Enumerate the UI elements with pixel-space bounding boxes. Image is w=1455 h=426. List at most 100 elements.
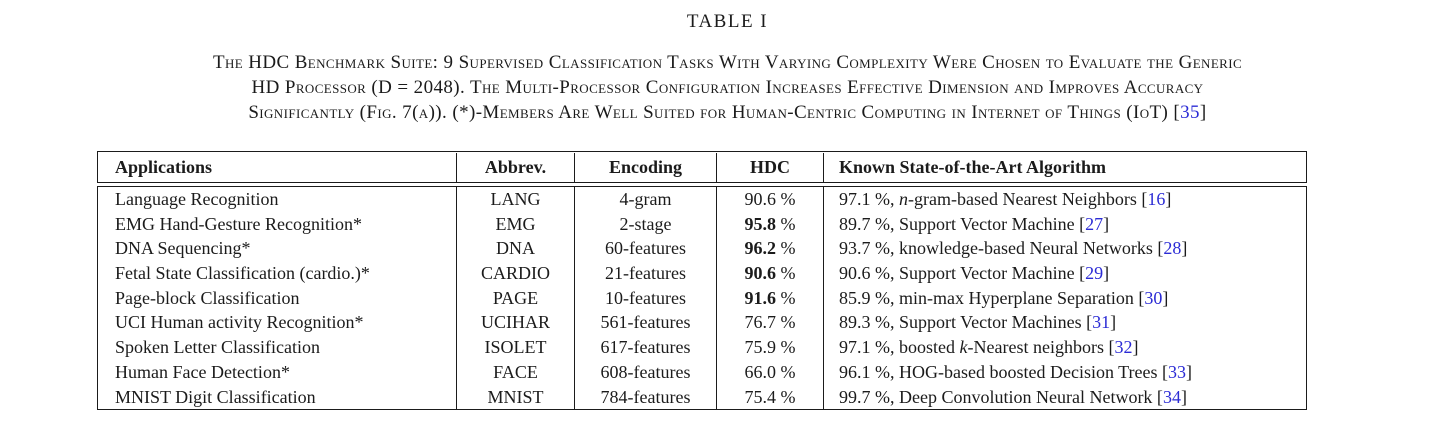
cell-abbrev: MNIST [456, 384, 574, 410]
caption-line-3: Significantly (Fig. 7(a)). (*)-Members A… [0, 100, 1455, 125]
hdc-value: 76.7 [744, 312, 777, 333]
header-hdc: HDC [716, 152, 823, 182]
cell-sota: 89.3 %, Support Vector Machines [31] [823, 310, 1308, 336]
cell-application: Human Face Detection* [115, 361, 290, 382]
cell-abbrev: FACE [456, 359, 574, 385]
sota-prefix: 93.7 %, knowledge-based Neural Networks … [839, 238, 1164, 259]
caption-citation-number[interactable]: 35 [1180, 102, 1200, 123]
cell-encoding: 4-gram [574, 187, 716, 212]
caption-line-2: HD Processor (D = 2048). The Multi-Proce… [251, 77, 1204, 98]
cell-application: Spoken Letter Classification [115, 337, 320, 358]
hdc-percent: % [776, 213, 796, 234]
sota-prefix: 97.1 %, [839, 189, 899, 209]
cell-hdc: 75.4 % [716, 384, 823, 410]
cell-encoding: 617-features [574, 335, 716, 360]
table-title: TABLE I [686, 11, 769, 32]
cell-encoding: 60-features [574, 236, 716, 262]
hdc-value: 75.4 [744, 386, 777, 407]
hdc-bold-value: 91.6 [744, 287, 777, 308]
caption-line-3-text: Significantly (Fig. 7(a)). (*)-Members A… [248, 102, 1181, 123]
table-body: Language Recognition LANG 4-gram 90.6 % … [97, 186, 1308, 411]
citation-number[interactable]: 34 [1162, 386, 1181, 407]
citation-number[interactable]: 32 [1114, 337, 1133, 358]
hdc-percent: % [776, 386, 796, 407]
sota-prefix: 90.6 %, Support Vector Machine [ [839, 263, 1086, 284]
hdc-value: 66.0 [744, 361, 777, 382]
sota-bracket: ] [1132, 337, 1139, 358]
hdc-value: 90.6 [744, 189, 777, 209]
cell-sota: 89.7 %, Support Vector Machine [27] [823, 211, 1308, 237]
cell-sota: 90.6 %, Support Vector Machine [29] [823, 261, 1308, 286]
hdc-percent: % [776, 312, 796, 333]
header-encoding: Encoding [574, 152, 716, 182]
sota-italic: k [959, 337, 968, 358]
citation-number[interactable]: 30 [1144, 287, 1163, 308]
cell-encoding: 784-features [574, 384, 716, 410]
cell-sota: 97.1 %, boosted k-Nearest neighbors [32] [823, 335, 1308, 360]
hdc-bold-value: 95.8 [744, 213, 777, 234]
cell-application: EMG Hand-Gesture Recognition* [115, 213, 362, 234]
cell-sota: 93.7 %, knowledge-based Neural Networks … [823, 236, 1308, 262]
cell-abbrev: EMG [456, 211, 574, 237]
sota-bracket: ] [1165, 189, 1172, 209]
sota-bracket: ] [1110, 312, 1117, 333]
hdc-percent: % [776, 361, 796, 382]
cell-encoding: 608-features [574, 359, 716, 385]
cell-application: Fetal State Classification (cardio.)* [115, 263, 370, 284]
sota-bracket: ] [1162, 287, 1169, 308]
sota-italic: n [899, 189, 908, 209]
cell-hdc: 66.0 % [716, 359, 823, 385]
cell-abbrev: PAGE [456, 285, 574, 311]
sota-bracket: ] [1180, 386, 1187, 407]
hdc-percent: % [776, 287, 796, 308]
sota-prefix: 99.7 %, Deep Convolution Neural Network … [839, 386, 1163, 407]
hdc-percent: % [776, 189, 796, 209]
citation-number[interactable]: 16 [1147, 189, 1166, 209]
cell-hdc: 96.2 % [716, 236, 823, 262]
sota-prefix: 89.3 %, Support Vector Machines [ [839, 312, 1093, 333]
citation-number[interactable]: 31 [1092, 312, 1111, 333]
citation-number[interactable]: 29 [1085, 263, 1104, 284]
hdc-value: 75.9 [744, 337, 777, 358]
cell-sota: 96.1 %, HOG-based boosted Decision Trees… [823, 359, 1308, 385]
sota-prefix: 96.1 %, HOG-based boosted Decision Trees… [839, 361, 1168, 382]
cell-abbrev: CARDIO [456, 261, 574, 286]
cell-hdc: 95.8 % [716, 211, 823, 237]
hdc-bold-value: 90.6 [744, 263, 777, 284]
caption-line-3-bracket: ] [1199, 102, 1207, 123]
header-applications: Applications [115, 156, 213, 177]
header-abbrev: Abbrev. [456, 152, 574, 182]
sota-prefix: 97.1 %, boosted [839, 337, 960, 358]
cell-hdc: 90.6 % [716, 187, 823, 212]
hdc-percent: % [776, 337, 796, 358]
cell-application: MNIST Digit Classification [115, 386, 316, 407]
cell-abbrev: UCIHAR [456, 310, 574, 336]
cell-application: Page-block Classification [115, 287, 300, 308]
cell-sota: 97.1 %, n-gram-based Nearest Neighbors [… [823, 187, 1308, 212]
caption-line-1: The HDC Benchmark Suite: 9 Supervised Cl… [212, 52, 1243, 73]
cell-application: Language Recognition [115, 189, 279, 209]
citation-number[interactable]: 33 [1167, 361, 1186, 382]
citation-number[interactable]: 28 [1163, 238, 1182, 259]
cell-sota: 85.9 %, min-max Hyperplane Separation [3… [823, 285, 1308, 311]
cell-encoding: 2-stage [574, 211, 716, 237]
sota-prefix: 85.9 %, min-max Hyperplane Separation [ [839, 287, 1145, 308]
cell-application: UCI Human activity Recognition* [115, 312, 364, 333]
cell-abbrev: ISOLET [456, 335, 574, 360]
table-header-row: Applications Abbrev. Encoding HDC Known … [97, 151, 1307, 183]
sota-middle: -Nearest neighbors [ [967, 337, 1115, 358]
table-caption: The HDC Benchmark Suite: 9 Supervised Cl… [0, 50, 1455, 125]
sota-prefix: 89.7 %, Support Vector Machine [ [839, 213, 1086, 234]
cell-abbrev: DNA [456, 236, 574, 262]
sota-middle: -gram-based Nearest Neighbors [ [908, 189, 1148, 209]
cell-hdc: 76.7 % [716, 310, 823, 336]
header-sota: Known State-of-the-Art Algorithm [823, 152, 1308, 182]
sota-bracket: ] [1103, 213, 1110, 234]
sota-bracket: ] [1103, 263, 1110, 284]
cell-encoding: 561-features [574, 310, 716, 336]
cell-abbrev: LANG [456, 187, 574, 212]
cell-encoding: 10-features [574, 285, 716, 311]
cell-hdc: 91.6 % [716, 285, 823, 311]
citation-number[interactable]: 27 [1085, 213, 1104, 234]
sota-bracket: ] [1185, 361, 1192, 382]
